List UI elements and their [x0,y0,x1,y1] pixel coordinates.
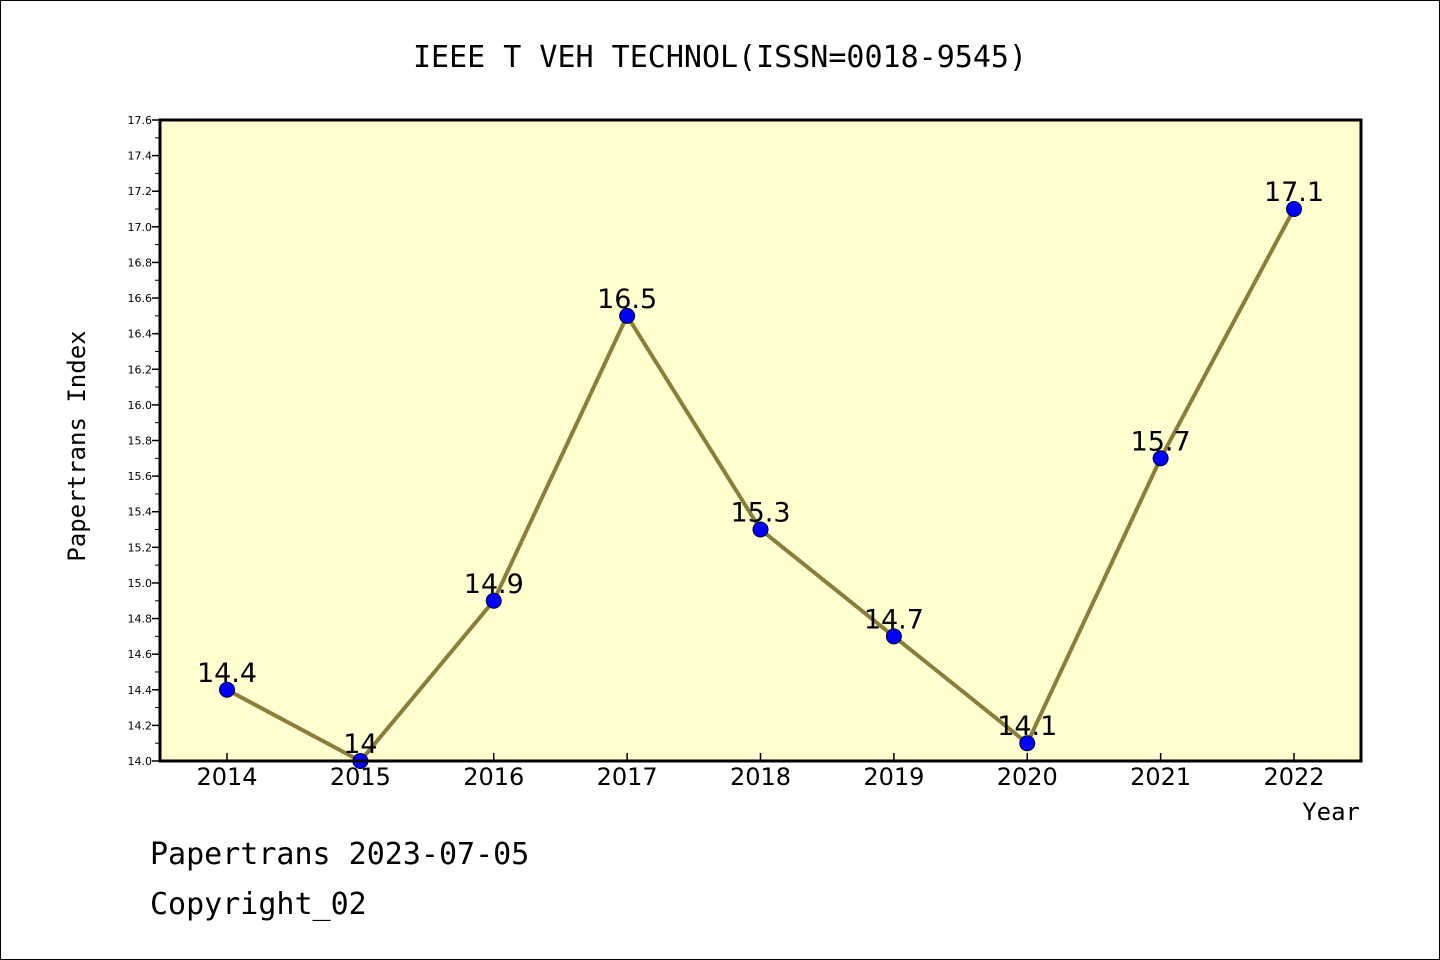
x-tick-label: 2017 [597,763,658,791]
data-point [885,628,902,645]
data-point [1286,201,1302,218]
data-label: 14.9 [464,569,524,600]
y-tick-label: 15.6 [128,470,153,483]
y-tick-label: 17.6 [128,114,153,127]
y-tick-label: 15.8 [128,435,153,448]
y-tick-label: 15.2 [128,541,153,554]
y-tick-label: 15.4 [128,506,153,519]
x-tick-label: 2022 [1263,763,1324,791]
y-tick-label: 15.0 [128,577,153,590]
x-tick-label: 2021 [1130,763,1191,791]
data-label: 16.5 [597,284,657,315]
y-tick-label: 14.8 [128,613,153,626]
data-label: 15.7 [1131,426,1191,457]
data-label: 14.1 [997,711,1057,742]
data-point [485,592,502,609]
footer-date: Papertrans 2023-07-05 [150,837,529,872]
x-tick-label: 2018 [730,763,791,791]
y-axis: 14.0 14.2 14.4 14.6 14.8 15.0 15.2 15.4 15.6 15.8… [128,114,160,768]
data-point [619,307,636,324]
x-axis-label: Year [1302,798,1360,826]
y-axis-label: Papertrans Index [63,330,91,561]
y-tick-label: 16.2 [128,363,153,376]
data-point [1019,735,1036,752]
data-labels: 14.4 14 14.9 16.5 15.3 14.7 14.1 15.7 17.1 [197,177,1324,760]
footer-copyright: Copyright_02 [150,887,367,922]
data-label: 14.4 [197,658,257,689]
y-tick-label: 14.6 [128,648,153,661]
data-label: 15.3 [730,498,790,529]
y-tick-label: 14.2 [128,719,153,732]
x-tick-label: 2014 [196,763,257,791]
x-tick-label: 2019 [863,763,924,791]
data-points [219,201,1302,769]
y-tick-label: 14.0 [128,755,153,768]
y-tick-label: 16.6 [128,292,153,305]
y-tick-label: 16.4 [128,328,153,341]
chart-title: IEEE T VEH TECHNOL(ISSN=0018-9545) [413,40,1027,75]
data-point [219,681,235,698]
y-tick-label: 17.2 [128,185,153,198]
plot-area [160,120,1361,761]
y-tick-label: 17.0 [128,221,153,234]
plot-border [158,118,1363,763]
data-label: 14.7 [864,604,924,635]
data-label: 14 [343,729,377,760]
x-tick-label: 2020 [997,763,1058,791]
y-tick-label: 16.0 [128,399,153,412]
data-point [752,521,769,538]
y-tick-label: 14.4 [128,684,153,697]
data-label: 17.1 [1264,177,1324,208]
data-point [1152,450,1169,467]
x-tick-label: 2016 [463,763,524,791]
y-tick-label: 16.8 [128,256,153,269]
y-tick-label: 17.4 [128,150,153,163]
